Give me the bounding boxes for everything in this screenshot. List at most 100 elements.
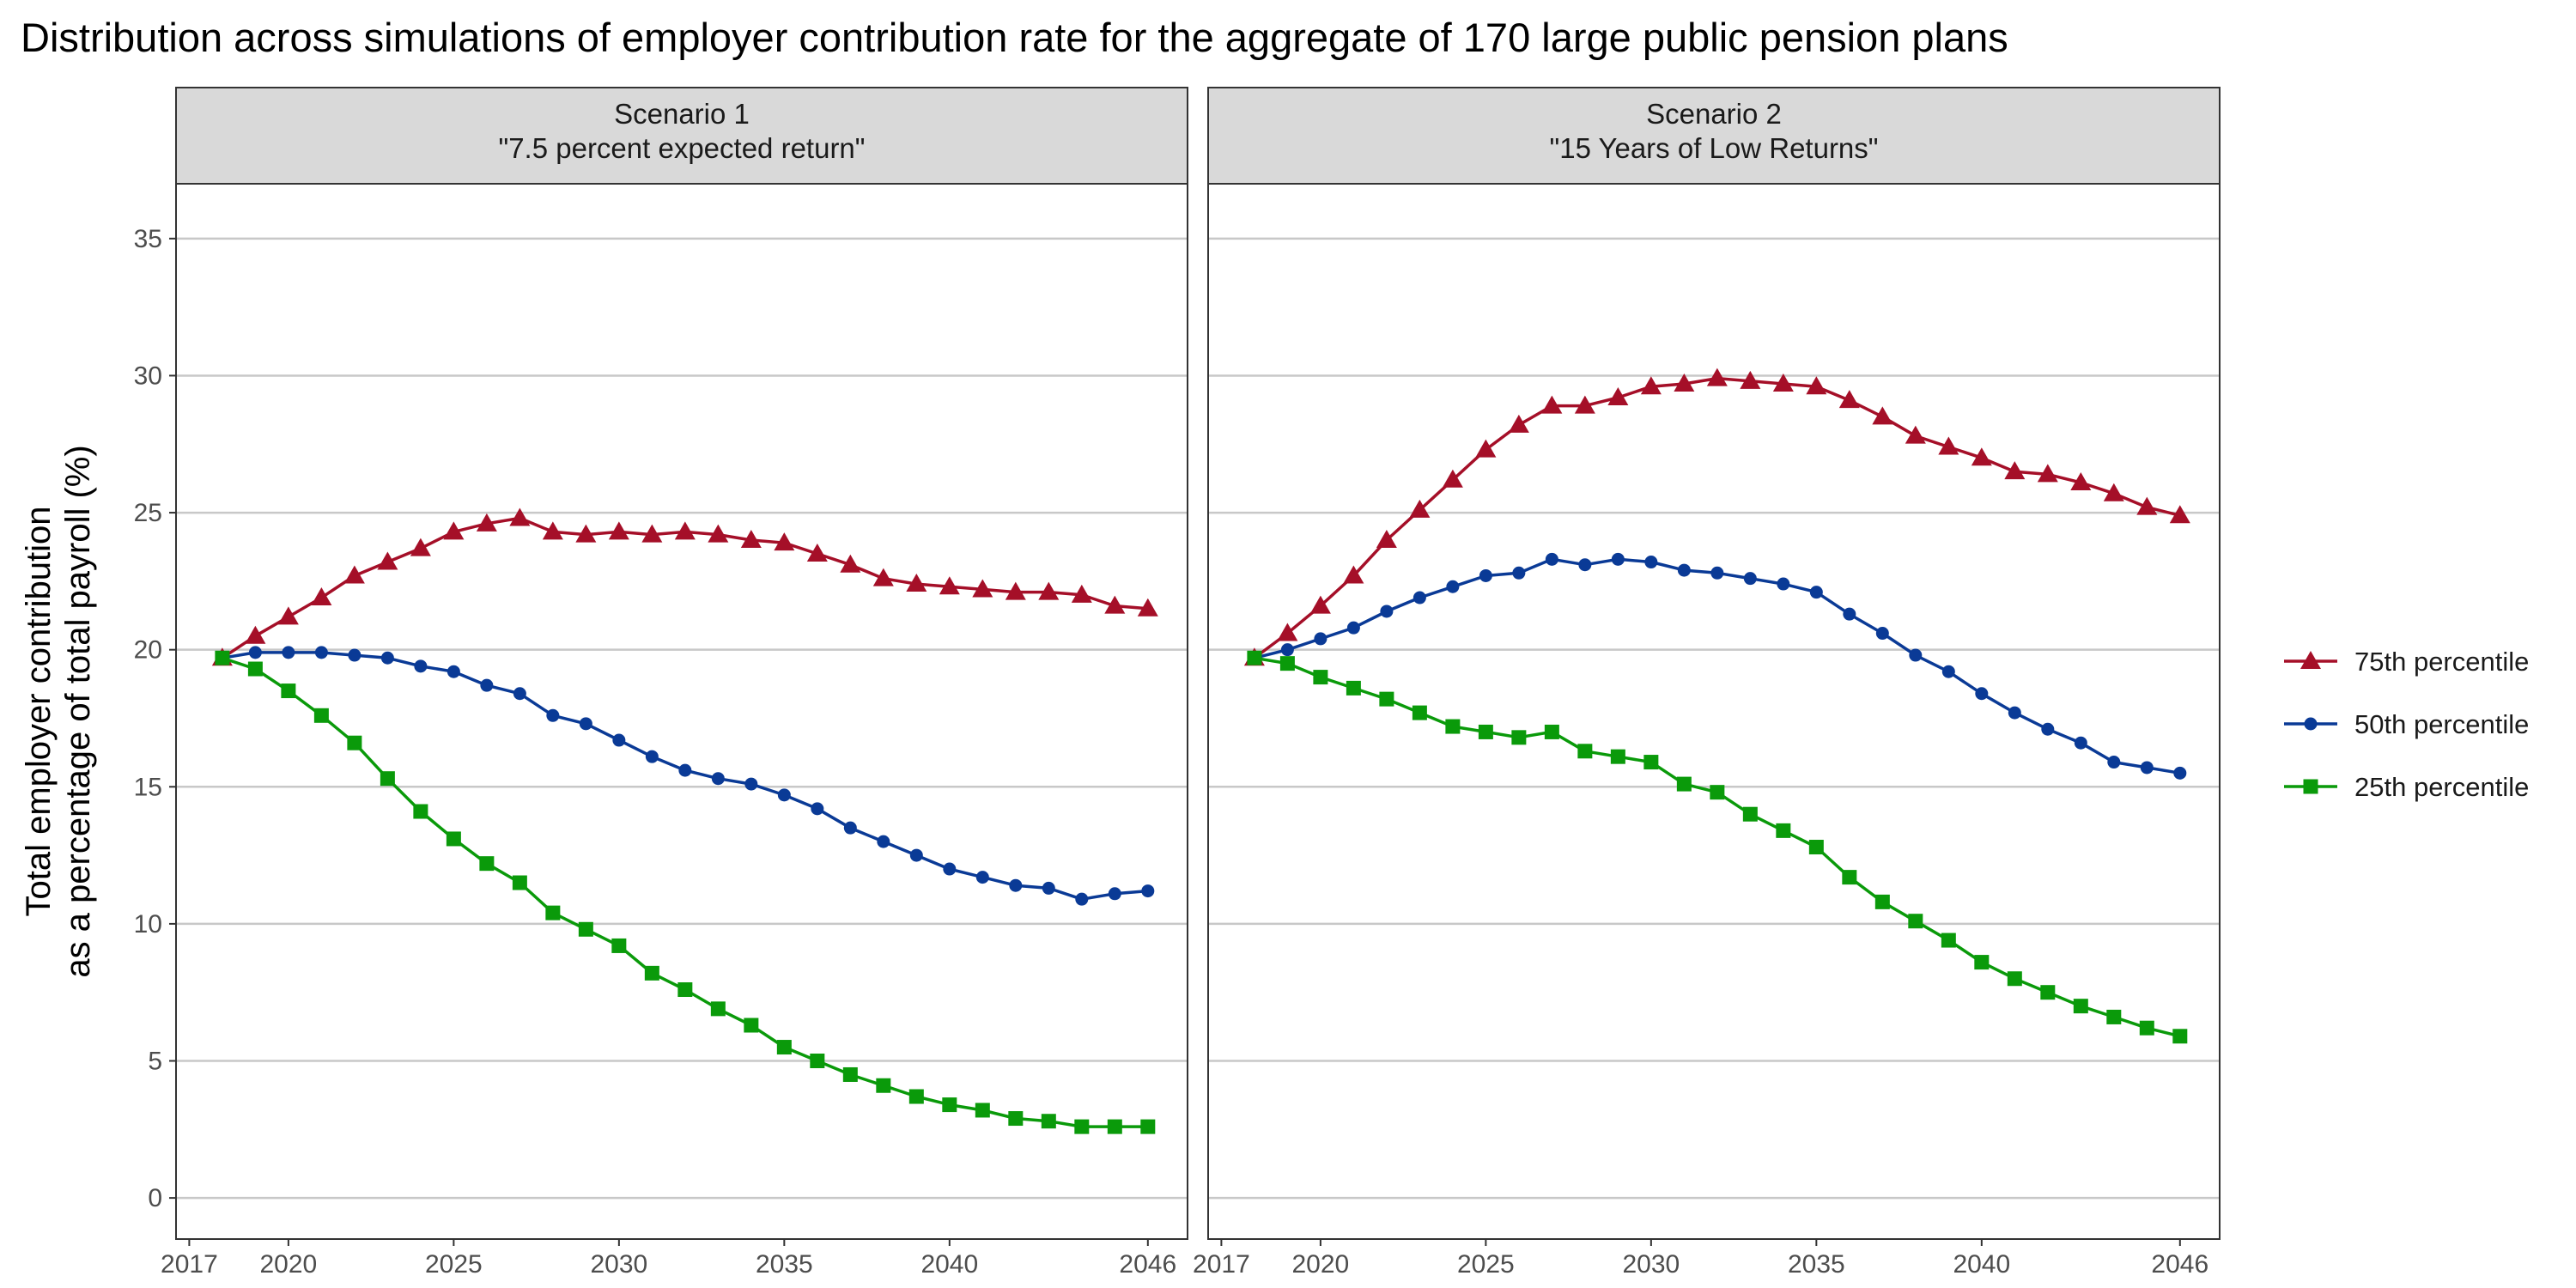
data-point: [1346, 680, 1361, 696]
data-point: [975, 1103, 990, 1118]
legend-item: 75th percentile: [2284, 647, 2529, 677]
data-point: [1971, 447, 1992, 466]
x-tick-label: 2035: [1788, 1250, 1845, 1279]
data-point: [644, 965, 659, 981]
series-line: [1253, 376, 2181, 659]
data-point: [2136, 496, 2158, 515]
data-point: [1874, 894, 1890, 909]
data-point: [546, 708, 560, 722]
data-point: [811, 802, 824, 816]
y-axis-title-line: Total employer contribution: [20, 506, 58, 916]
data-point: [414, 659, 428, 673]
data-point: [1806, 376, 1827, 395]
data-point: [1042, 881, 1055, 895]
data-point: [1838, 390, 1860, 409]
data-point: [1137, 598, 1158, 617]
data-point: [1343, 565, 1364, 584]
data-point: [810, 1054, 825, 1069]
data-point: [1104, 595, 1126, 614]
data-point: [1247, 650, 1262, 665]
data-point: [1314, 632, 1327, 646]
x-tick-label: 2046: [1119, 1250, 1176, 1279]
data-point: [2073, 999, 2088, 1014]
data-point: [1442, 469, 1463, 488]
data-point: [313, 708, 329, 723]
data-point: [674, 521, 696, 540]
data-point: [840, 554, 861, 573]
data-point: [1475, 439, 1497, 458]
data-point: [380, 771, 395, 787]
data-point: [1610, 749, 1625, 764]
data-point: [578, 921, 593, 937]
data-point: [1445, 719, 1461, 734]
y-tick-label: 20: [134, 636, 162, 665]
y-tick-label: 35: [134, 225, 162, 253]
data-point: [542, 521, 563, 540]
data-point: [446, 831, 461, 847]
data-point: [1277, 623, 1298, 641]
series-50th-percentile: [216, 646, 1155, 906]
data-point: [380, 651, 394, 665]
data-point: [1611, 552, 1625, 566]
data-point: [1279, 656, 1295, 671]
strip-label: Scenario 1: [614, 98, 750, 130]
y-tick-label: 30: [134, 361, 162, 390]
data-point: [2107, 756, 2121, 769]
data-point: [1107, 1119, 1122, 1134]
series-75th-percentile: [211, 507, 1158, 666]
data-point: [2041, 722, 2055, 736]
legend-item: 25th percentile: [2284, 772, 2529, 802]
series-line: [1254, 557, 2181, 775]
data-point: [1541, 395, 1563, 414]
x-tick-label: 2046: [2151, 1250, 2208, 1279]
y-axis-title-line: as a percentage of total payroll (%): [59, 445, 97, 977]
data-point: [2172, 1029, 2188, 1044]
data-point: [1674, 374, 1695, 392]
panel-1: Scenario 1"7.5 percent expected return" 0…: [134, 87, 1188, 1279]
data-point: [1640, 376, 1662, 395]
data-point: [1578, 558, 1592, 572]
data-point: [1544, 724, 1559, 739]
data-point: [575, 524, 597, 543]
data-point: [2007, 971, 2022, 987]
data-point: [744, 777, 758, 791]
data-point: [447, 665, 460, 678]
data-point: [1511, 730, 1527, 745]
data-point: [1941, 933, 1956, 948]
data-point: [876, 1078, 891, 1093]
strip-background: [1207, 87, 2221, 185]
y-tick-label: 5: [148, 1048, 162, 1076]
x-tick-label: 2040: [920, 1250, 978, 1279]
data-point: [2173, 766, 2187, 780]
series-25th-percentile: [215, 650, 1156, 1134]
data-point: [1508, 414, 1529, 433]
data-point: [1309, 595, 1331, 614]
data-point: [710, 1001, 726, 1017]
data-point: [1872, 406, 1893, 425]
x-tick-label: 2020: [1292, 1250, 1350, 1279]
x-tick-label: 2020: [260, 1250, 318, 1279]
data-point: [413, 804, 428, 819]
data-point: [2004, 461, 2026, 480]
data-point: [347, 735, 362, 750]
data-point: [909, 848, 923, 862]
data-point: [1842, 870, 1857, 885]
data-point: [248, 646, 262, 659]
data-point: [777, 788, 791, 802]
data-point: [1376, 529, 1397, 548]
data-point: [842, 1066, 858, 1082]
data-point: [314, 646, 328, 659]
legend-item: 50th percentile: [2284, 709, 2529, 739]
x-tick-label: 2025: [1457, 1250, 1515, 1279]
legend-label: 25th percentile: [2354, 772, 2529, 802]
data-point: [2169, 505, 2190, 524]
data-point: [1346, 621, 1360, 635]
data-point: [740, 529, 762, 548]
data-point: [608, 521, 629, 540]
data-point: [1412, 705, 1427, 720]
series-75th-percentile: [1243, 368, 2190, 666]
series-line: [1254, 656, 2181, 1038]
data-point: [1379, 691, 1394, 707]
data-point: [1777, 577, 1790, 591]
data-point: [1706, 368, 1728, 386]
